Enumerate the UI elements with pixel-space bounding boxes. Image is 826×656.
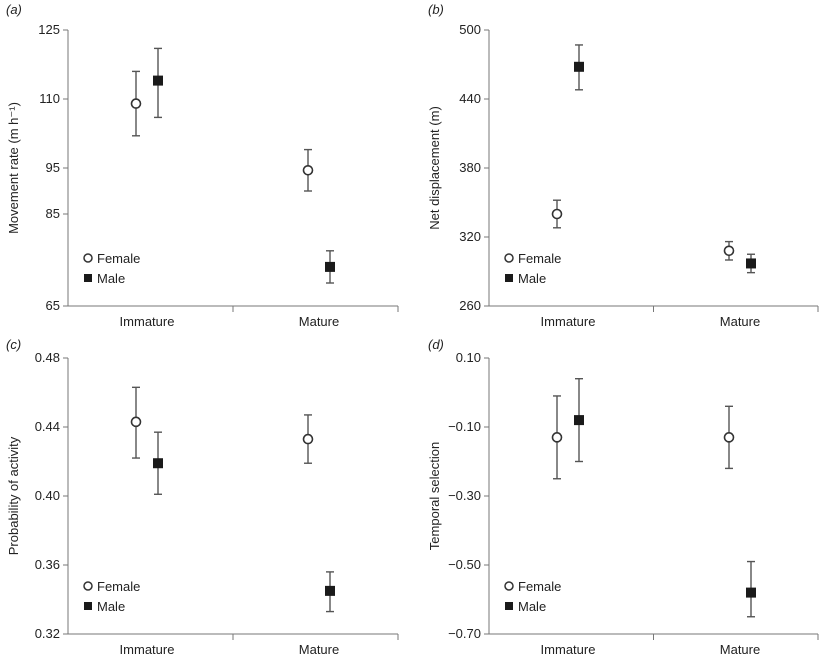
- series-female: [551, 395, 735, 480]
- panel-label: (d): [428, 337, 444, 352]
- x-category-label: Mature: [299, 314, 339, 329]
- data-point-female: [723, 245, 735, 257]
- panel-a: (a) 65 85 95 110 125 Movement rate (m h⁻¹) Imma…: [6, 2, 399, 329]
- x-category-label: Immature: [120, 314, 175, 329]
- legend-male-marker: [84, 602, 92, 610]
- legend-female-marker: [83, 581, 93, 591]
- legend-female-label: Female: [518, 579, 561, 594]
- y-tick-label: 380: [459, 160, 481, 175]
- y-axis-title: Temporal selection: [427, 442, 442, 550]
- legend: Female Male: [83, 251, 140, 286]
- y-axis-title: Net displacement (m): [427, 106, 442, 230]
- data-point-female: [302, 433, 314, 445]
- legend-female-marker: [83, 253, 93, 263]
- series-female: [130, 70, 314, 192]
- y-tick-label: 110: [39, 91, 60, 106]
- panel-b: (b) 260 320 380 440 500 Net displacement (m) Im…: [427, 2, 819, 329]
- y-tick-label: 0.40: [35, 488, 60, 503]
- x-category-label: Mature: [720, 314, 760, 329]
- y-tick-label: 0.10: [456, 350, 481, 365]
- y-tick-label: 500: [459, 22, 481, 37]
- y-tick-label: 0.32: [35, 626, 60, 641]
- data-point-male: [746, 587, 756, 598]
- legend-male-label: Male: [97, 599, 125, 614]
- x-category-label: Immature: [541, 642, 596, 656]
- x-category-label: Immature: [541, 314, 596, 329]
- panel-label: (b): [428, 2, 444, 17]
- x-category-label: Immature: [120, 642, 175, 656]
- series-male: [153, 47, 335, 284]
- y-tick-label: 125: [38, 22, 60, 37]
- legend: Female Male: [504, 579, 561, 614]
- legend-male-marker: [84, 274, 92, 282]
- legend-female-label: Female: [97, 579, 140, 594]
- series-male: [153, 431, 335, 613]
- data-point-male: [574, 61, 584, 72]
- data-point-male: [325, 261, 335, 272]
- legend-male-marker: [505, 274, 513, 282]
- y-tick-label: 85: [46, 206, 60, 221]
- panel-c: (c) 0.32 0.36 0.40 0.44 0.48 Probability of ac…: [6, 337, 399, 656]
- data-point-female: [130, 416, 142, 428]
- y-tick-label: 0.36: [35, 557, 60, 572]
- data-point-male: [325, 585, 335, 596]
- y-tick-label: −0.30: [448, 488, 481, 503]
- legend-female-label: Female: [518, 251, 561, 266]
- data-point-female: [551, 208, 563, 220]
- y-tick-label: 320: [459, 229, 481, 244]
- x-category-label: Mature: [720, 642, 760, 656]
- legend-male-label: Male: [518, 271, 546, 286]
- y-tick-label: 0.48: [35, 350, 60, 365]
- legend-male-label: Male: [97, 271, 125, 286]
- x-category-label: Mature: [299, 642, 339, 656]
- series-female: [130, 386, 314, 464]
- data-point-male: [574, 415, 584, 426]
- y-tick-label: −0.10: [448, 419, 481, 434]
- data-point-male: [153, 458, 163, 469]
- y-axis-title: Movement rate (m h⁻¹): [6, 102, 21, 234]
- legend-male-label: Male: [518, 599, 546, 614]
- y-axis-title: Probability of activity: [6, 436, 21, 555]
- y-tick-label: −0.70: [448, 626, 481, 641]
- y-tick-label: −0.50: [448, 557, 481, 572]
- legend-female-marker: [504, 581, 514, 591]
- legend-male-marker: [505, 602, 513, 610]
- data-point-male: [153, 75, 163, 86]
- y-tick-label: 0.44: [35, 419, 60, 434]
- data-point-female: [302, 165, 314, 176]
- data-point-female: [130, 98, 142, 109]
- y-tick-label: 440: [459, 91, 481, 106]
- legend-female-marker: [504, 253, 514, 263]
- series-female: [551, 199, 735, 261]
- panel-label: (a): [6, 2, 22, 17]
- series-male: [574, 44, 756, 274]
- series-male: [574, 378, 756, 618]
- panel-d: (d) −0.70 −0.50 −0.30 −0.10 0.10 Temporal sele…: [427, 337, 819, 656]
- data-point-male: [746, 258, 756, 269]
- y-tick-label: 260: [459, 298, 481, 313]
- legend: Female Male: [504, 251, 561, 286]
- legend-female-label: Female: [97, 251, 140, 266]
- y-tick-label: 65: [46, 298, 60, 313]
- legend: Female Male: [83, 579, 140, 614]
- data-point-female: [723, 432, 735, 443]
- data-point-female: [551, 432, 563, 443]
- y-tick-label: 95: [46, 160, 60, 175]
- panel-label: (c): [6, 337, 21, 352]
